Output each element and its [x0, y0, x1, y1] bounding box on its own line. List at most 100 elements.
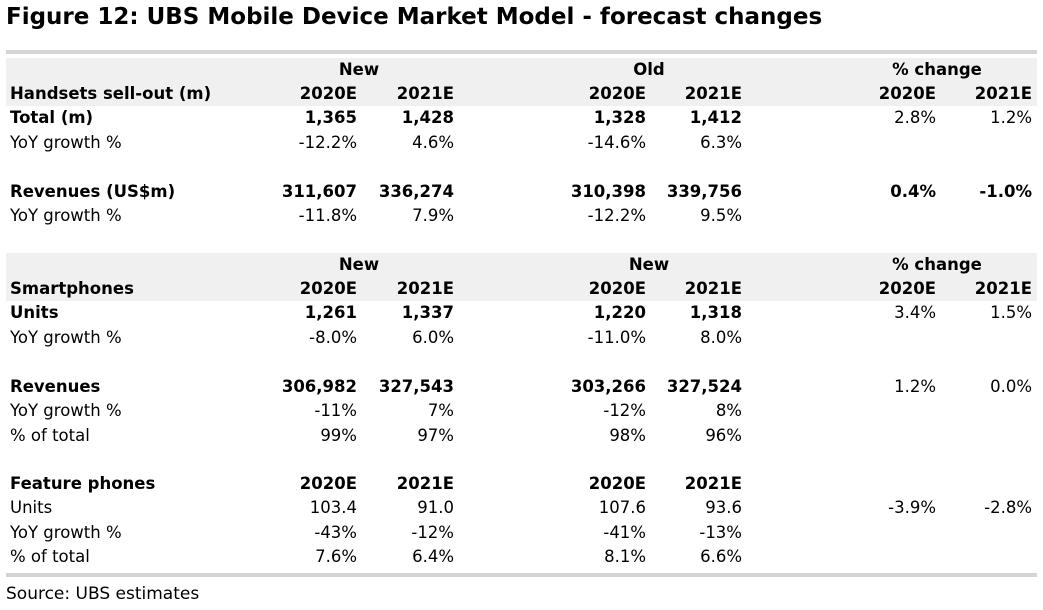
year-header: 2021E	[396, 84, 454, 103]
row-label: YoY growth %	[10, 206, 122, 225]
table-cell: 8.0%	[700, 328, 742, 347]
table-cell: 9.5%	[700, 206, 742, 225]
table-cell: 311,607	[281, 182, 357, 201]
table-cell: 107.6	[598, 498, 646, 517]
year-header: 2021E	[396, 474, 454, 493]
table-cell: -13%	[699, 523, 742, 542]
table-cell: 1,412	[689, 108, 742, 127]
table-cell: 6.4%	[412, 547, 454, 566]
table-cell: 3.4%	[894, 303, 936, 322]
table-cell: 1,318	[689, 303, 742, 322]
table-cell: -8.0%	[309, 328, 357, 347]
row-label: Units	[10, 303, 59, 322]
row-label: YoY growth %	[10, 133, 122, 152]
table-cell: 0.4%	[890, 182, 936, 201]
section-label: Smartphones	[10, 279, 134, 298]
table-cell: 1,220	[593, 303, 646, 322]
year-header: 2021E	[974, 84, 1032, 103]
table-cell: 1,428	[401, 108, 454, 127]
table-cell: 1.5%	[990, 303, 1032, 322]
year-header: 2020E	[588, 279, 646, 298]
table-cell: 4.6%	[412, 133, 454, 152]
year-header: 2020E	[299, 279, 357, 298]
year-header: 2021E	[684, 279, 742, 298]
group-header: New	[338, 255, 380, 274]
row-label: % of total	[10, 547, 90, 566]
table-cell: 306,982	[281, 377, 357, 396]
group-header: Old	[633, 60, 665, 79]
group-header: New	[628, 255, 670, 274]
table-cell: 327,524	[666, 377, 742, 396]
table-cell: -11.0%	[587, 328, 646, 347]
header-band-smartphones	[6, 253, 1037, 301]
year-header: 2020E	[299, 474, 357, 493]
table-cell: 339,756	[666, 182, 742, 201]
table-cell: 1.2%	[990, 108, 1032, 127]
table-cell: 91.0	[417, 498, 454, 517]
header-band-handsets	[6, 58, 1037, 106]
table-cell: 310,398	[570, 182, 646, 201]
table-cell: -12.2%	[587, 206, 646, 225]
table-cell: -12.2%	[298, 133, 357, 152]
table-cell: 99%	[320, 426, 357, 445]
group-header: % change	[892, 60, 982, 79]
table-cell: 7%	[427, 401, 454, 420]
source-note: Source: UBS estimates	[6, 584, 200, 604]
row-label: YoY growth %	[10, 328, 122, 347]
year-header: 2021E	[684, 474, 742, 493]
figure-title: Figure 12: UBS Mobile Device Market Mode…	[6, 4, 823, 30]
year-header: 2020E	[878, 279, 936, 298]
table-cell: 93.6	[705, 498, 742, 517]
group-header: % change	[892, 255, 982, 274]
bottom-rule	[6, 573, 1037, 577]
year-header: 2021E	[684, 84, 742, 103]
table-cell: 7.9%	[412, 206, 454, 225]
table-cell: 336,274	[378, 182, 454, 201]
table-cell: 6.3%	[700, 133, 742, 152]
table-cell: -2.8%	[984, 498, 1032, 517]
table-cell: 8.1%	[604, 547, 646, 566]
year-header: 2020E	[588, 84, 646, 103]
table-cell: 7.6%	[315, 547, 357, 566]
table-cell: 2.8%	[894, 108, 936, 127]
row-label: Total (m)	[10, 108, 94, 127]
year-header: 2021E	[974, 279, 1032, 298]
row-label: Revenues	[10, 377, 101, 396]
table-cell: 303,266	[570, 377, 646, 396]
group-header: New	[338, 60, 380, 79]
row-label: YoY growth %	[10, 523, 122, 542]
table-cell: 97%	[417, 426, 454, 445]
table-cell: 1.2%	[894, 377, 936, 396]
table-cell: 98%	[609, 426, 646, 445]
row-label: Units	[10, 498, 53, 517]
table-cell: 103.4	[309, 498, 357, 517]
table-cell: 96%	[705, 426, 742, 445]
row-label: % of total	[10, 426, 90, 445]
year-header: 2021E	[396, 279, 454, 298]
year-header: 2020E	[299, 84, 357, 103]
table-cell: 1,337	[401, 303, 454, 322]
table-cell: -43%	[314, 523, 357, 542]
section-label: Feature phones	[10, 474, 156, 493]
table-cell: 327,543	[378, 377, 454, 396]
table-cell: -11.8%	[298, 206, 357, 225]
table-cell: -1.0%	[979, 182, 1032, 201]
table-cell: 1,365	[304, 108, 357, 127]
table-cell: -12%	[411, 523, 454, 542]
table-cell: -11%	[314, 401, 357, 420]
table-cell: -41%	[603, 523, 646, 542]
table-cell: 0.0%	[990, 377, 1032, 396]
table-cell: 8%	[715, 401, 742, 420]
section-label: Handsets sell-out (m)	[10, 84, 212, 103]
table-cell: 6.0%	[412, 328, 454, 347]
table-cell: 1,328	[593, 108, 646, 127]
row-label: YoY growth %	[10, 401, 122, 420]
table-cell: -14.6%	[587, 133, 646, 152]
row-label: Revenues (US$m)	[10, 182, 176, 201]
year-header: 2020E	[878, 84, 936, 103]
table-cell: -12%	[603, 401, 646, 420]
table-cell: 1,261	[304, 303, 357, 322]
table-cell: -3.9%	[888, 498, 936, 517]
year-header: 2020E	[588, 474, 646, 493]
table-cell: 6.6%	[700, 547, 742, 566]
